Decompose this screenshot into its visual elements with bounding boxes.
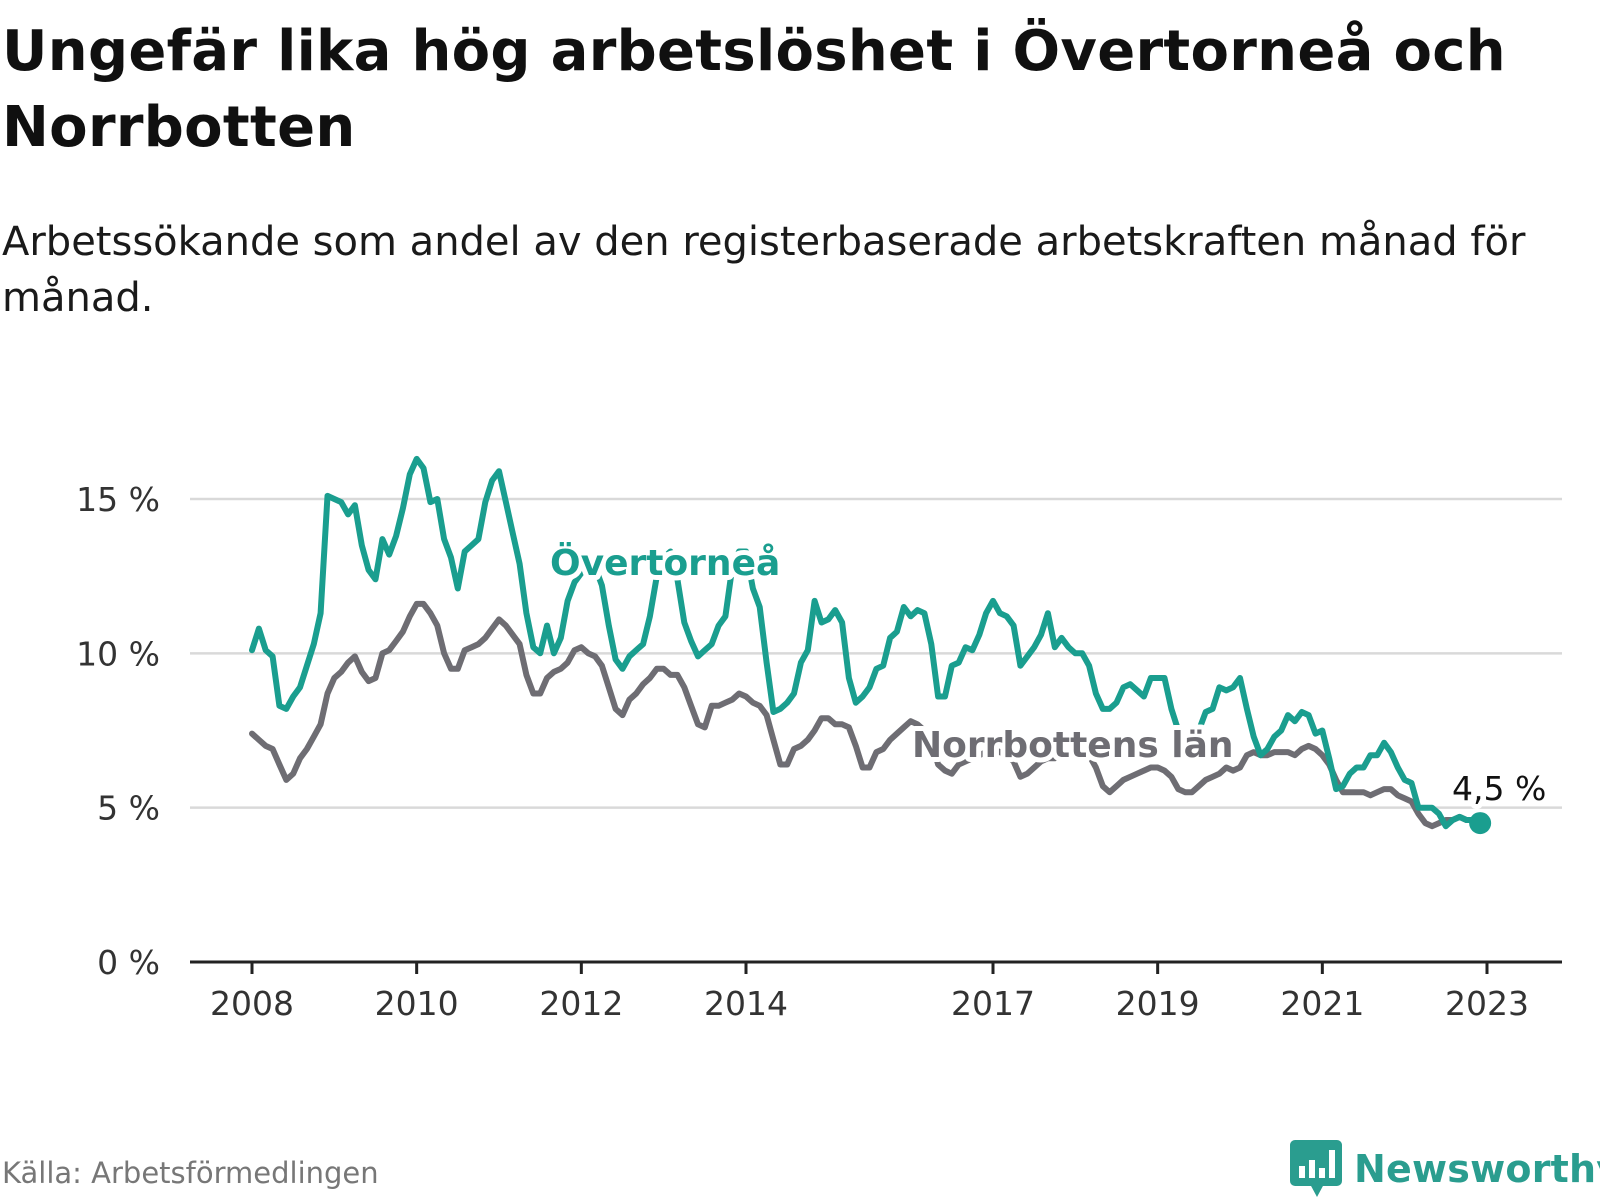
x-tick-label: 2019	[1116, 984, 1200, 1023]
overtornea-end-point	[1469, 812, 1492, 835]
norrbotten-label-halo: Norrbottens län	[912, 725, 1234, 766]
y-tick-label: 15 %	[76, 480, 160, 519]
x-tick-label: 2023	[1445, 984, 1529, 1023]
x-tick-label: 2010	[375, 984, 459, 1023]
norrbotten-line	[249, 600, 1484, 830]
y-tick-label: 10 %	[76, 634, 160, 673]
x-tick-label: 2012	[539, 984, 623, 1023]
overtornea-line	[249, 455, 1484, 830]
chart-subtitle: Arbetssökande som andel av den registerb…	[2, 219, 1526, 321]
x-tick-label: 2021	[1280, 984, 1364, 1023]
x-tick-label: 2008	[210, 984, 294, 1023]
brand-name: Newsworthy	[1354, 1147, 1600, 1191]
overtornea-label: Övertorneå	[550, 542, 780, 584]
overtornea-label-halo: Övertorneå	[550, 542, 780, 584]
x-axis: 2008 2010 2012 2014 2017 2019 2021 2023	[190, 960, 1562, 1023]
chart-title: Ungefär lika hög arbetslöshet i Övertorn…	[2, 19, 1506, 160]
y-tick-label: 0 %	[97, 943, 160, 982]
end-value-label: 4,5 %	[1452, 769, 1546, 808]
x-tick-label: 2017	[951, 984, 1035, 1023]
series-lines	[249, 455, 1492, 835]
source-note: Källa: Arbetsförmedlingen	[2, 1156, 379, 1190]
norrbotten-label: Norrbottens län	[912, 725, 1234, 766]
y-tick-label: 5 %	[97, 789, 160, 828]
end-value-label-halo: 4,5 %	[1452, 769, 1546, 808]
bar-chart-speech-bubble-icon	[1290, 1140, 1342, 1197]
y-axis-ticks: 0 % 5 % 10 % 15 %	[76, 480, 160, 982]
x-tick-label: 2014	[704, 984, 788, 1023]
brand-logo: Newsworthy	[1290, 1140, 1600, 1198]
gridlines	[190, 497, 1562, 809]
